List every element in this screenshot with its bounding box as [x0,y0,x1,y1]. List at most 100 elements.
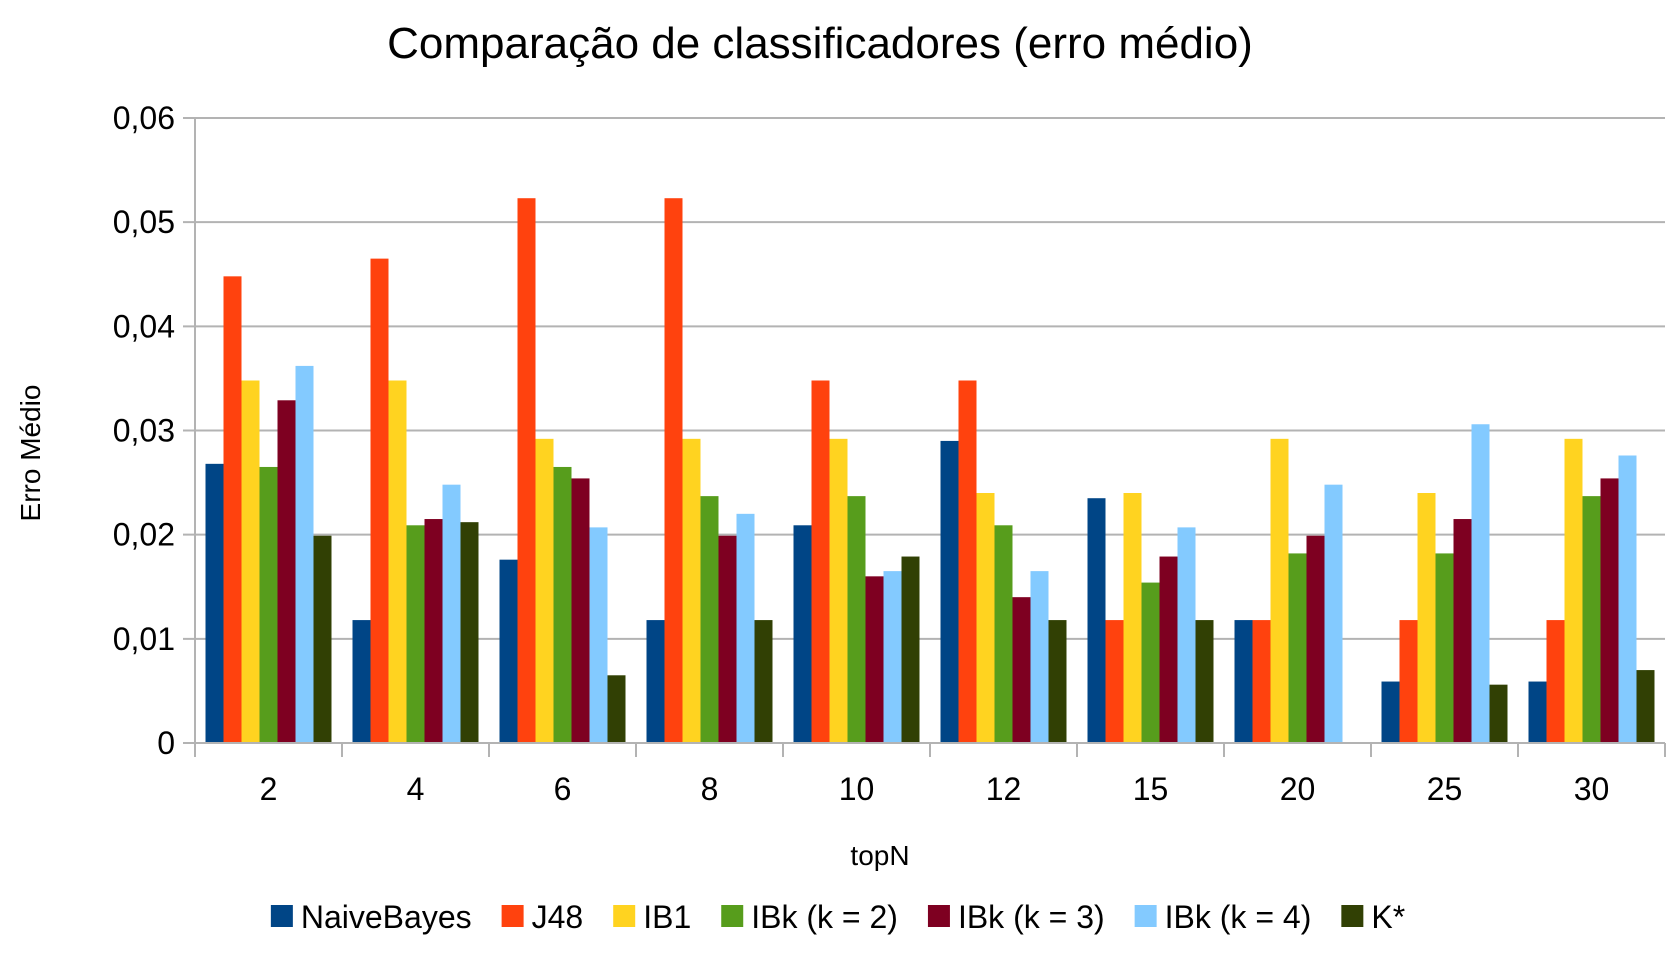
bar [958,380,977,743]
bar [1324,484,1343,743]
bar [313,535,332,743]
bar [1435,553,1454,743]
legend-swatch [613,905,636,927]
bar [1087,498,1106,743]
bar [535,438,554,743]
bar [1012,597,1031,743]
bar [940,440,959,743]
bar [424,519,443,743]
bar [589,527,608,743]
bar [607,675,626,743]
bar [1141,582,1160,743]
bar [1123,493,1142,743]
chart-title: Comparação de classificadores (erro médi… [387,19,1253,68]
legend-swatch [721,905,744,927]
bar [571,478,590,743]
bar [901,556,920,743]
axes [194,118,1666,757]
y-tick-label: 0,05 [113,204,175,240]
legend-swatch [1134,905,1157,927]
bar [370,258,389,743]
bar [1636,670,1655,743]
bar [295,365,314,743]
x-tick-label: 4 [407,771,425,807]
bar [1564,438,1583,743]
bar [1546,620,1565,743]
bar [994,525,1013,743]
bar [1177,527,1196,743]
bar [1234,620,1253,743]
legend-label: IBk (k = 2) [751,899,898,935]
bar [793,525,812,743]
bar [700,496,719,743]
bar [241,380,260,743]
legend-label: IBk (k = 3) [958,899,1105,935]
bar [829,438,848,743]
x-tick-label: 30 [1574,771,1610,807]
bar [1048,620,1067,743]
bar [1195,620,1214,743]
x-tick-label: 25 [1427,771,1463,807]
bar [406,525,425,743]
tick-labels: 0 0,01 0,02 0,03 0,04 0,05 0,06 2 4 6 8 10 12 15 20 25 3… [113,100,1610,807]
legend-label: J48 [532,899,584,935]
legend-label: K* [1371,899,1405,935]
bar [277,400,296,743]
bar [1453,519,1472,743]
x-axis-label: topN [850,840,909,871]
legend: NaiveBayes J48 IB1 IBk (k = 2) IBk (k = 3) IB… [270,899,1405,935]
bar [499,559,518,743]
bar [811,380,830,743]
bar [664,198,683,744]
bar [1270,438,1289,743]
y-tick-label: 0,02 [113,517,175,553]
x-tick-label: 6 [554,771,572,807]
legend-swatch [501,905,524,927]
legend-swatch [1341,905,1364,927]
bar [1582,496,1601,743]
bar [1489,684,1508,743]
bar [865,576,884,743]
bar [223,276,242,743]
y-axis-label: Erro Médio [15,385,46,522]
x-tick-label: 15 [1133,771,1169,807]
bar [976,493,995,743]
bar [517,198,536,744]
legend-label: NaiveBayes [301,899,472,935]
y-tick-label: 0 [157,725,175,761]
bar [388,380,407,743]
bar [718,535,737,743]
bar [754,620,773,743]
bar [646,620,665,743]
x-tick-label: 8 [701,771,719,807]
y-tick-label: 0,03 [113,413,175,449]
bar [460,522,479,743]
bar [442,484,461,743]
bar [259,466,278,743]
legend-label: IB1 [643,899,691,935]
bar [1471,424,1490,743]
y-tick-label: 0,06 [113,100,175,136]
legend-swatch [270,905,293,927]
bar [1399,620,1418,743]
bar [205,463,224,743]
bar [847,496,866,743]
bars [205,198,1655,744]
y-tick-label: 0,04 [113,308,175,344]
bar [553,466,572,743]
bar [1288,553,1307,743]
bar [1381,681,1400,743]
x-tick-label: 10 [839,771,875,807]
bar [1528,681,1547,743]
legend-swatch [927,905,950,927]
bar [1105,620,1124,743]
bar [736,513,755,743]
bar [1252,620,1271,743]
x-tick-label: 12 [986,771,1022,807]
bar [682,438,701,743]
legend-label: IBk (k = 4) [1165,899,1312,935]
bar [352,620,371,743]
bar [1417,493,1436,743]
